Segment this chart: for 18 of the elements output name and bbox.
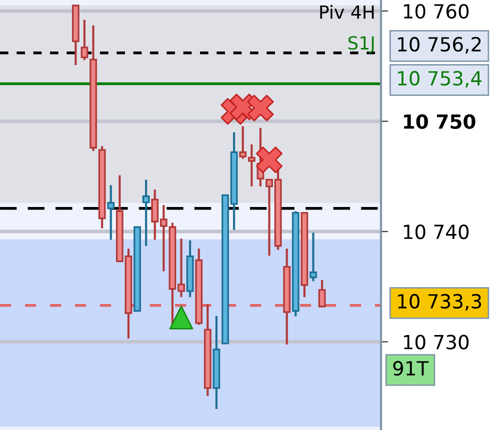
text: 91T xyxy=(393,360,429,376)
candlestick xyxy=(107,184,115,241)
point xyxy=(169,306,194,330)
text: 10 756,2 xyxy=(398,36,481,54)
point xyxy=(256,146,283,174)
text: 10 733,3 xyxy=(398,294,482,311)
y-tick-label: 10 740 xyxy=(404,224,469,240)
candlestick xyxy=(142,178,150,247)
y-tick-label: 10 730 xyxy=(404,334,469,350)
candlestick xyxy=(318,279,326,308)
text: 10 753,4 xyxy=(398,70,482,88)
y-tick-label: 10 760 xyxy=(404,4,469,19)
y-tick-label: 10 750 xyxy=(404,114,476,129)
ref-line-label: Piv 4H xyxy=(320,4,374,19)
point xyxy=(247,94,274,122)
candlestick xyxy=(80,18,88,62)
candlestick xyxy=(310,232,317,282)
ref-line-label: S1J xyxy=(348,36,374,54)
